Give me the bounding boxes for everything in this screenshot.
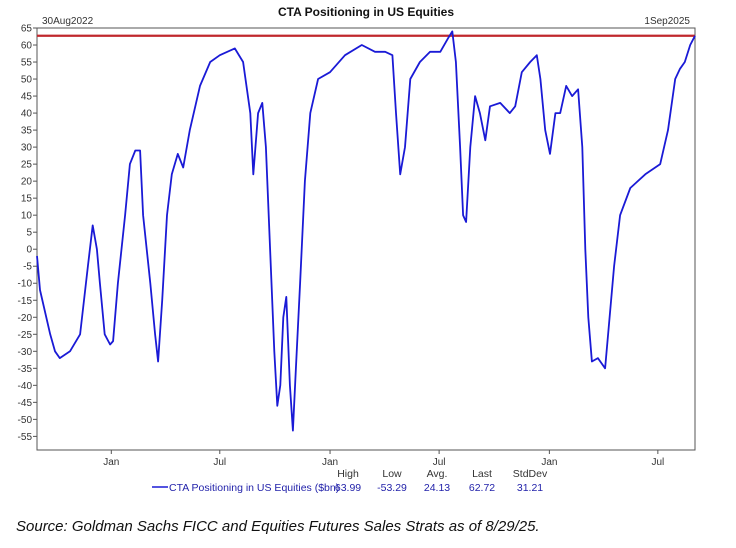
- y-tick-label: 20: [21, 177, 33, 188]
- chart-title: CTA Positioning in US Equities: [278, 5, 454, 19]
- stat-header: High: [337, 468, 359, 480]
- y-tick-label: 30: [21, 143, 33, 154]
- source-note: Source: Goldman Sachs FICC and Equities …: [16, 518, 540, 535]
- y-tick-label: 0: [26, 245, 32, 256]
- start-date-label: 30Aug2022: [42, 16, 94, 27]
- x-tick-label: Jan: [541, 457, 557, 468]
- y-tick-label: -30: [18, 347, 33, 358]
- series-line: [36, 30, 696, 432]
- stat-header: Avg.: [427, 468, 448, 480]
- stat-value: 24.13: [424, 482, 450, 494]
- y-tick-label: 5: [26, 228, 32, 239]
- y-tick-label: 40: [21, 109, 33, 120]
- y-tick-label: -45: [18, 398, 33, 409]
- y-tick-label: 65: [21, 24, 33, 35]
- x-tick-label: Jan: [322, 457, 338, 468]
- y-axis: 65605550454035302520151050-5-10-15-20-25…: [18, 24, 37, 443]
- y-tick-label: 50: [21, 75, 33, 86]
- x-tick-label: Jul: [213, 457, 226, 468]
- y-tick-label: 10: [21, 211, 33, 222]
- x-tick-label: Jan: [103, 457, 119, 468]
- y-tick-label: -40: [18, 381, 33, 392]
- y-tick-label: 45: [21, 92, 33, 103]
- y-tick-label: -55: [18, 432, 33, 443]
- y-tick-label: 15: [21, 194, 33, 205]
- stat-header: Last: [472, 468, 492, 480]
- y-tick-label: -5: [23, 262, 32, 273]
- y-tick-label: 55: [21, 58, 33, 69]
- stat-header: Low: [382, 468, 402, 480]
- x-tick-label: Jul: [433, 457, 446, 468]
- y-tick-label: -50: [18, 415, 33, 426]
- y-tick-label: -10: [18, 279, 33, 290]
- y-tick-label: -25: [18, 330, 33, 341]
- x-axis: Jan Jul Jan Jul Jan Jul: [103, 450, 664, 468]
- legend-label: CTA Positioning in US Equities ($bn): [169, 482, 339, 494]
- stat-value: 63.99: [335, 482, 361, 494]
- y-tick-label: -20: [18, 313, 33, 324]
- end-date-label: 1Sep2025: [644, 16, 690, 27]
- stat-value: 31.21: [517, 482, 543, 494]
- stat-header: StdDev: [513, 468, 548, 480]
- x-tick-label: Jul: [651, 457, 664, 468]
- stat-value: 62.72: [469, 482, 495, 494]
- y-tick-label: 35: [21, 126, 33, 137]
- plot-frame: [36, 27, 696, 451]
- stat-value: -53.29: [377, 482, 407, 494]
- y-tick-label: -15: [18, 296, 33, 307]
- y-tick-label: 25: [21, 160, 33, 171]
- y-tick-label: -35: [18, 364, 33, 375]
- legend: CTA Positioning in US Equities ($bn) Hig…: [152, 468, 548, 494]
- y-tick-label: 60: [21, 41, 33, 52]
